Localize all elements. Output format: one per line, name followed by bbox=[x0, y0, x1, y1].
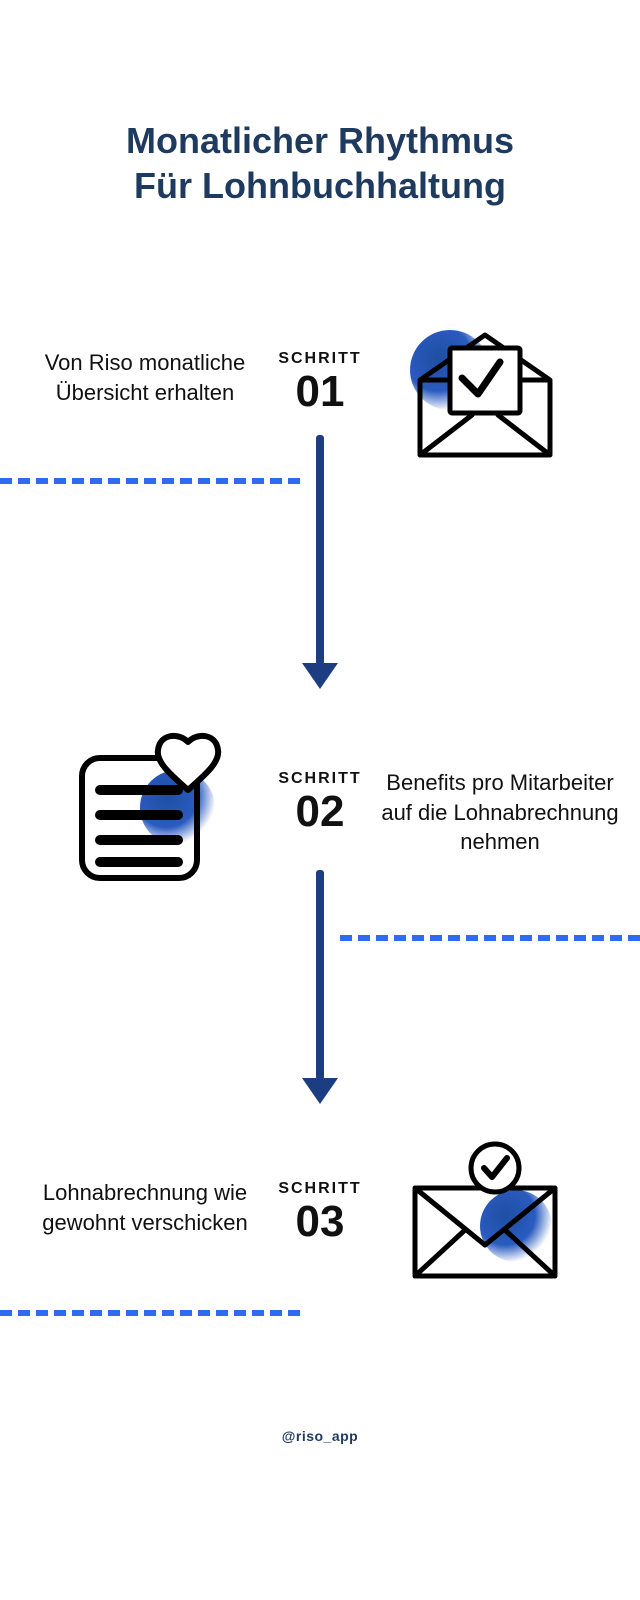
title-line2: Für Lohnbuchhaltung bbox=[0, 163, 640, 208]
document-heart-icon bbox=[70, 730, 240, 890]
page-title: Monatlicher Rhythmus Für Lohnbuchhaltung bbox=[0, 118, 640, 208]
step-1-dashed-line bbox=[0, 478, 300, 484]
step-2-dashed-line bbox=[340, 935, 640, 941]
title-line1: Monatlicher Rhythmus bbox=[0, 118, 640, 163]
envelope-sent-icon bbox=[400, 1140, 570, 1290]
step-3-dashed-line bbox=[0, 1310, 300, 1316]
step-3-desc: Lohnabrechnung wie gewohnt verschicken bbox=[30, 1178, 260, 1237]
envelope-check-icon bbox=[400, 320, 570, 470]
arrow-2 bbox=[302, 870, 338, 1104]
step-1-desc: Von Riso monatliche Übersicht erhalten bbox=[30, 348, 260, 407]
arrow-1 bbox=[302, 435, 338, 689]
footer-handle: @riso_app bbox=[0, 1428, 640, 1444]
step-2-desc: Benefits pro Mitarbeiter auf die Lohnabr… bbox=[380, 768, 620, 857]
